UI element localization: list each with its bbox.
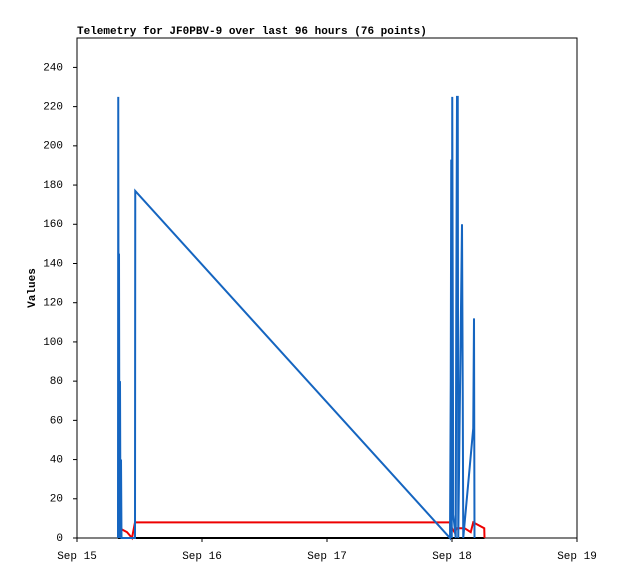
y-tick-label: 160 xyxy=(43,219,63,231)
x-tick-label: Sep 18 xyxy=(432,551,472,563)
x-tick-label: Sep 19 xyxy=(557,551,597,563)
y-tick-label: 140 xyxy=(43,258,63,270)
plot-frame xyxy=(76,37,578,539)
y-tick-label: 240 xyxy=(43,62,63,74)
y-tick-label: 120 xyxy=(43,298,63,310)
y-axis-label: Values xyxy=(27,268,39,308)
y-tick-label: 200 xyxy=(43,141,63,153)
x-tick-label: Sep 17 xyxy=(307,551,347,563)
y-tick-label: 80 xyxy=(50,376,63,388)
y-tick-label: 0 xyxy=(56,533,63,545)
y-tick-label: 20 xyxy=(50,494,63,506)
y-tick-label: 100 xyxy=(43,337,63,349)
x-tick-label: Sep 16 xyxy=(182,551,222,563)
y-tick-label: 180 xyxy=(43,180,63,192)
series-line xyxy=(117,520,486,541)
series-line xyxy=(117,95,476,541)
y-tick-label: 220 xyxy=(43,102,63,114)
chart-title: Telemetry for JF0PBV-9 over last 96 hour… xyxy=(77,26,427,38)
y-tick-label: 60 xyxy=(50,415,63,427)
x-tick-label: Sep 15 xyxy=(57,551,97,563)
y-tick-label: 40 xyxy=(50,454,63,466)
